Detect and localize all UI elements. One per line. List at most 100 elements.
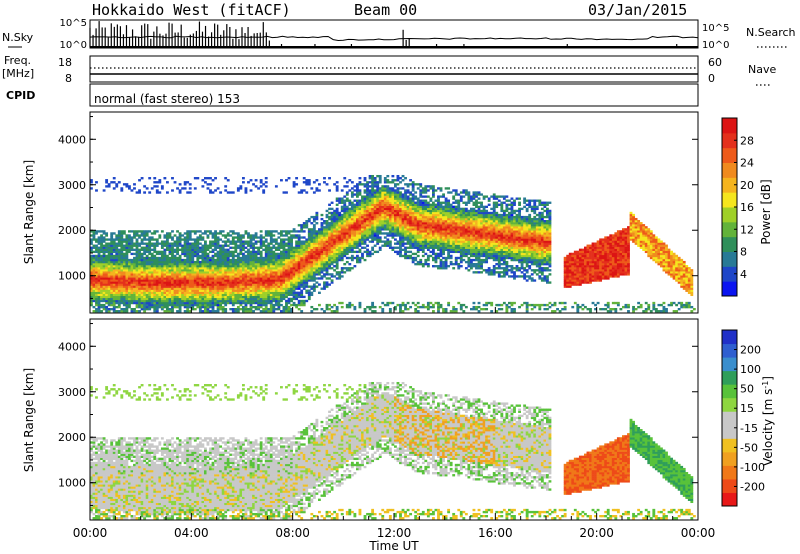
power-cell bbox=[166, 305, 169, 309]
power-cell bbox=[181, 265, 185, 268]
power-cell bbox=[269, 230, 273, 233]
power-cell bbox=[130, 246, 134, 249]
power-cell bbox=[295, 230, 299, 233]
power-cell bbox=[318, 238, 321, 241]
power-cell bbox=[97, 254, 101, 258]
power-cell bbox=[363, 310, 367, 313]
power-cell bbox=[302, 267, 306, 270]
power-cell bbox=[391, 193, 395, 196]
power-cell bbox=[363, 238, 367, 241]
power-cell bbox=[363, 232, 367, 235]
power-cell bbox=[226, 179, 230, 182]
power-cell bbox=[307, 289, 311, 292]
power-cell bbox=[188, 191, 192, 194]
power-cell bbox=[168, 248, 172, 251]
power-cell bbox=[348, 207, 352, 211]
power-cell bbox=[242, 244, 245, 247]
power-cell bbox=[252, 295, 255, 299]
power-cell bbox=[150, 303, 154, 307]
power-cell bbox=[226, 291, 230, 294]
power-cell bbox=[406, 232, 410, 235]
power-cell bbox=[323, 273, 326, 276]
power-cell bbox=[338, 215, 342, 219]
power-cell bbox=[211, 191, 215, 194]
power-cell bbox=[143, 234, 147, 237]
power-cell bbox=[350, 222, 354, 225]
power-cell bbox=[148, 236, 152, 239]
power-cell bbox=[216, 238, 220, 241]
power-cell bbox=[287, 293, 291, 297]
power-cell bbox=[148, 285, 152, 288]
power-cell bbox=[173, 297, 177, 301]
power-cell bbox=[201, 297, 205, 301]
power-cell bbox=[259, 240, 263, 243]
power-cell bbox=[188, 277, 192, 280]
power-cell bbox=[323, 246, 326, 249]
power-cell bbox=[163, 254, 167, 258]
power-cell bbox=[122, 240, 126, 243]
power-cell bbox=[198, 262, 202, 266]
power-cell bbox=[421, 244, 425, 247]
power-cell bbox=[90, 242, 93, 245]
power-cell bbox=[244, 273, 248, 276]
power-cell bbox=[186, 291, 190, 294]
power-cell bbox=[348, 303, 352, 307]
power-cell bbox=[414, 215, 418, 219]
power-cell bbox=[181, 279, 185, 282]
power-cell bbox=[274, 285, 278, 288]
power-cell bbox=[300, 262, 304, 266]
power-cell bbox=[140, 177, 144, 180]
power-cell bbox=[115, 234, 119, 237]
power-cell bbox=[282, 275, 286, 278]
power-cell bbox=[269, 301, 273, 305]
power-cell bbox=[201, 283, 205, 286]
power-cell bbox=[244, 242, 248, 245]
power-cell bbox=[145, 230, 149, 233]
power-cell bbox=[330, 256, 334, 260]
power-cell bbox=[345, 230, 349, 233]
power-cell bbox=[287, 254, 291, 258]
power-cell bbox=[257, 240, 261, 243]
power-cell bbox=[224, 295, 228, 299]
power-cell bbox=[140, 305, 144, 309]
power-cell bbox=[115, 250, 119, 254]
power-cell bbox=[257, 285, 261, 288]
power-cell bbox=[133, 187, 136, 190]
power-cell bbox=[219, 301, 223, 305]
power-cell bbox=[239, 234, 243, 237]
power-cell bbox=[191, 252, 195, 256]
power-cell bbox=[140, 260, 144, 264]
power-cell bbox=[297, 299, 301, 303]
power-cell bbox=[277, 275, 281, 278]
power-cell bbox=[297, 248, 301, 251]
power-cell bbox=[394, 226, 397, 229]
power-cell bbox=[110, 291, 114, 294]
power-cell bbox=[353, 189, 357, 192]
power-cell bbox=[315, 273, 319, 276]
power-cell bbox=[168, 269, 172, 272]
power-cell bbox=[330, 230, 334, 233]
power-cell bbox=[115, 260, 119, 264]
power-cell bbox=[204, 275, 207, 278]
power-cell bbox=[371, 187, 375, 190]
power-cell bbox=[219, 281, 223, 284]
power-cell bbox=[399, 177, 402, 180]
power-cell bbox=[226, 265, 230, 268]
power-cell bbox=[229, 291, 233, 294]
power-cell bbox=[178, 275, 182, 278]
power-cell bbox=[267, 244, 271, 247]
power-cell bbox=[191, 283, 195, 286]
power-cell bbox=[350, 238, 354, 241]
power-cell bbox=[148, 283, 152, 286]
power-cell bbox=[280, 265, 283, 268]
power-cell bbox=[285, 269, 288, 272]
power-cell bbox=[371, 301, 375, 305]
power-cell bbox=[361, 224, 364, 227]
power-cell bbox=[315, 248, 319, 251]
power-cell bbox=[381, 197, 385, 200]
power-cell bbox=[95, 244, 98, 247]
power-cell bbox=[209, 283, 212, 286]
power-cell bbox=[140, 293, 144, 297]
power-cell bbox=[140, 297, 144, 301]
power-cell bbox=[383, 199, 387, 202]
